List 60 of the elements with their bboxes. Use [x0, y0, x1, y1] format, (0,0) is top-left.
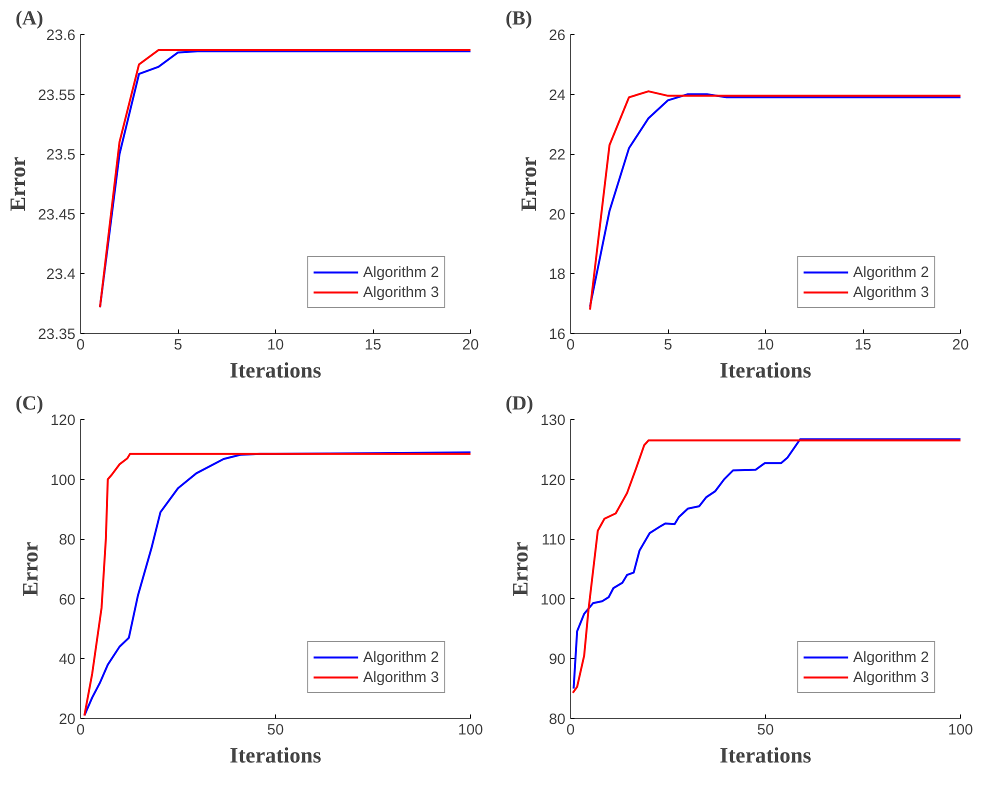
chart-title: (A): [16, 8, 44, 30]
y-tick-label: 80: [548, 711, 566, 728]
y-tick-label: 90: [548, 651, 566, 668]
legend-label: Algorithm 3: [853, 284, 929, 300]
y-axis-title: Error: [516, 156, 541, 212]
y-axis-title: Error: [4, 156, 30, 212]
y-tick-label: 18: [548, 266, 566, 284]
y-tick-label: 40: [58, 651, 76, 668]
y-tick-label: 16: [548, 326, 566, 343]
y-tick-label: 120: [540, 472, 566, 489]
legend-label: Algorithm 2: [853, 264, 929, 280]
y-tick-label: 23.45: [38, 206, 76, 224]
y-tick-label: 110: [542, 532, 566, 549]
chart-title: (B): [506, 8, 532, 30]
x-axis-title: Iterations: [230, 742, 322, 768]
y-tick-label: 120: [50, 412, 76, 429]
x-tick-label: 50: [267, 722, 284, 738]
y-tick-label: 23.35: [38, 326, 76, 343]
y-tick-label: 20: [58, 711, 76, 728]
y-tick-label: 100: [50, 472, 76, 489]
y-tick-label: 80: [58, 532, 76, 549]
x-axis-title: Iterations: [230, 358, 322, 382]
y-tick-label: 20: [548, 206, 566, 224]
x-tick-label: 100: [948, 722, 974, 738]
x-tick-label: 100: [458, 722, 484, 738]
x-tick-label: 5: [174, 336, 182, 354]
chart-title: (C): [16, 392, 44, 414]
x-axis-title: Iterations: [720, 358, 812, 382]
x-tick-label: 15: [854, 336, 872, 354]
x-tick-label: 0: [566, 336, 575, 354]
legend-label: Algorithm 2: [363, 264, 439, 280]
x-tick-label: 0: [76, 336, 85, 354]
y-tick-label: 22: [548, 146, 566, 164]
y-axis-title: Error: [507, 541, 532, 596]
legend-label: Algorithm 2: [853, 648, 929, 666]
y-axis-title: Error: [17, 541, 42, 596]
x-axis-title: Iterations: [720, 742, 812, 768]
x-tick-label: 20: [462, 336, 479, 354]
y-tick-label: 60: [58, 591, 76, 608]
y-tick-label: 26: [548, 27, 566, 44]
y-tick-label: 23.55: [38, 86, 76, 104]
x-tick-label: 50: [757, 722, 774, 738]
x-tick-label: 10: [267, 336, 284, 354]
x-tick-label: 15: [364, 336, 382, 354]
chart-title: (D): [506, 392, 534, 414]
x-tick-label: 0: [76, 722, 85, 738]
x-tick-label: 10: [757, 336, 774, 354]
x-tick-label: 5: [664, 336, 672, 354]
y-tick-label: 24: [548, 86, 566, 104]
x-tick-label: 20: [952, 336, 969, 354]
legend-label: Algorithm 3: [363, 668, 439, 686]
legend-label: Algorithm 2: [363, 648, 439, 666]
y-tick-label: 100: [540, 591, 566, 608]
y-tick-label: 23.5: [46, 146, 76, 164]
y-tick-label: 130: [540, 412, 566, 429]
y-tick-label: 23.4: [46, 266, 76, 284]
legend-label: Algorithm 3: [853, 668, 929, 686]
legend-label: Algorithm 3: [363, 284, 439, 300]
x-tick-label: 0: [566, 722, 575, 738]
y-tick-label: 23.6: [46, 27, 76, 44]
